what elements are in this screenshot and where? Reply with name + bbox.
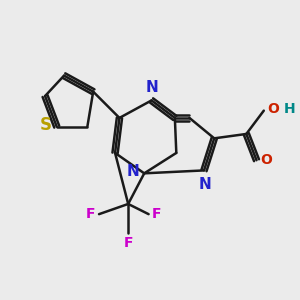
- Text: F: F: [86, 207, 95, 221]
- Text: N: N: [126, 164, 139, 179]
- Text: O: O: [267, 102, 279, 116]
- Text: F: F: [152, 207, 161, 221]
- Text: N: N: [199, 177, 212, 192]
- Text: F: F: [123, 236, 133, 250]
- Text: H: H: [284, 102, 296, 116]
- Text: N: N: [145, 80, 158, 95]
- Text: S: S: [40, 116, 52, 134]
- Text: O: O: [260, 153, 272, 167]
